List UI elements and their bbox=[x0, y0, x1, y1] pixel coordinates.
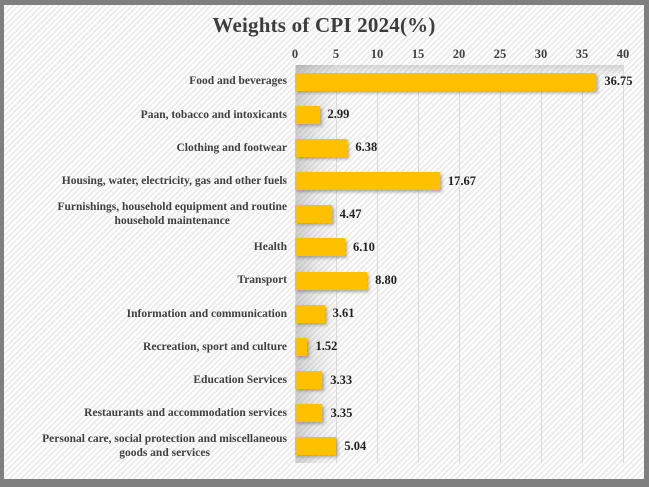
gridline bbox=[581, 65, 583, 463]
category-label-text: Clothing and footwear bbox=[176, 141, 287, 154]
value-label: 8.80 bbox=[375, 273, 398, 288]
category-label-text: Food and beverages bbox=[189, 75, 287, 88]
x-axis-tick-label: 15 bbox=[411, 47, 425, 61]
bar-4 bbox=[295, 172, 440, 191]
value-label: 2.99 bbox=[327, 107, 350, 122]
bar-8 bbox=[295, 304, 325, 323]
value-label: 3.61 bbox=[332, 306, 355, 321]
category-label-text: Personal care, social protection and mis… bbox=[42, 433, 287, 460]
gridline bbox=[622, 65, 624, 463]
gridline bbox=[499, 65, 501, 463]
bar-5 bbox=[295, 205, 332, 224]
category-label: Recreation, sport and culture bbox=[10, 330, 287, 363]
category-label-text: Recreation, sport and culture bbox=[143, 340, 287, 353]
bar-12 bbox=[295, 437, 337, 456]
gridline bbox=[540, 65, 542, 463]
gridline bbox=[294, 65, 296, 463]
bar-7 bbox=[295, 271, 368, 290]
value-label: 17.67 bbox=[447, 173, 477, 188]
category-label: Restaurants and accommodation services bbox=[10, 397, 287, 430]
gridline bbox=[376, 65, 378, 463]
category-label-text: Health bbox=[253, 241, 287, 254]
bar-11 bbox=[295, 404, 323, 423]
category-label-text: Housing, water, electricity, gas and oth… bbox=[61, 174, 287, 187]
category-label: Paan, tobacco and intoxicants bbox=[10, 98, 287, 131]
value-label: 5.04 bbox=[344, 438, 367, 453]
value-label: 3.33 bbox=[330, 372, 353, 387]
value-label: 36.75 bbox=[604, 74, 633, 89]
value-label: 6.10 bbox=[353, 239, 375, 254]
x-axis-tick-label: 35 bbox=[575, 47, 589, 61]
category-label-text: Information and communication bbox=[126, 307, 287, 320]
category-label: Housing, water, electricity, gas and oth… bbox=[10, 165, 287, 198]
value-label: 1.52 bbox=[315, 339, 338, 354]
x-axis-tick-label: 30 bbox=[534, 47, 548, 61]
x-axis-tick-label: 5 bbox=[332, 47, 340, 61]
value-label: 4.47 bbox=[339, 206, 362, 221]
category-label-text: Restaurants and accommodation services bbox=[84, 407, 287, 420]
x-axis-tick-label: 20 bbox=[452, 47, 466, 61]
category-label-text: Transport bbox=[237, 274, 287, 287]
gridline bbox=[335, 65, 337, 463]
gridline bbox=[458, 65, 460, 463]
chart-canvas: Weights of CPI 2024(%) 0 5 10 15 20 25 30 35 40 … bbox=[4, 5, 644, 479]
category-label: Furnishings, household equipment and rou… bbox=[10, 198, 287, 231]
x-axis-tick-label: 25 bbox=[493, 47, 507, 61]
x-axis-tick-label: 40 bbox=[616, 47, 630, 61]
value-label: 3.35 bbox=[330, 405, 353, 420]
x-axis-tick-label: 10 bbox=[370, 47, 384, 61]
value-label: 6.38 bbox=[355, 140, 378, 155]
bar-1 bbox=[295, 72, 597, 91]
category-label: Personal care, social protection and mis… bbox=[10, 430, 287, 463]
x-axis-tick-label: 0 bbox=[291, 47, 299, 61]
category-label: Health bbox=[10, 231, 287, 264]
category-label: Education Services bbox=[10, 364, 287, 397]
bar-3 bbox=[295, 138, 348, 157]
category-label: Information and communication bbox=[10, 297, 287, 330]
bar-6 bbox=[295, 238, 346, 257]
category-label: Clothing and footwear bbox=[10, 131, 287, 164]
gridline bbox=[417, 65, 419, 463]
bar-9 bbox=[295, 337, 308, 356]
bar-2 bbox=[295, 105, 320, 124]
plot-area: 36.75 2.99 6.38 17.67 4.47 6.10 8.80 3.61 1.52 3.… bbox=[294, 65, 632, 463]
category-label-text: Education Services bbox=[193, 373, 287, 386]
category-label-text: Furnishings, household equipment and rou… bbox=[57, 200, 287, 228]
category-label: Food and beverages bbox=[10, 65, 287, 98]
bar-10 bbox=[295, 371, 323, 390]
category-label-text: Paan, tobacco and intoxicants bbox=[140, 108, 287, 121]
chart-title: Weights of CPI 2024(%) bbox=[212, 13, 436, 37]
category-label: Transport bbox=[10, 264, 287, 297]
